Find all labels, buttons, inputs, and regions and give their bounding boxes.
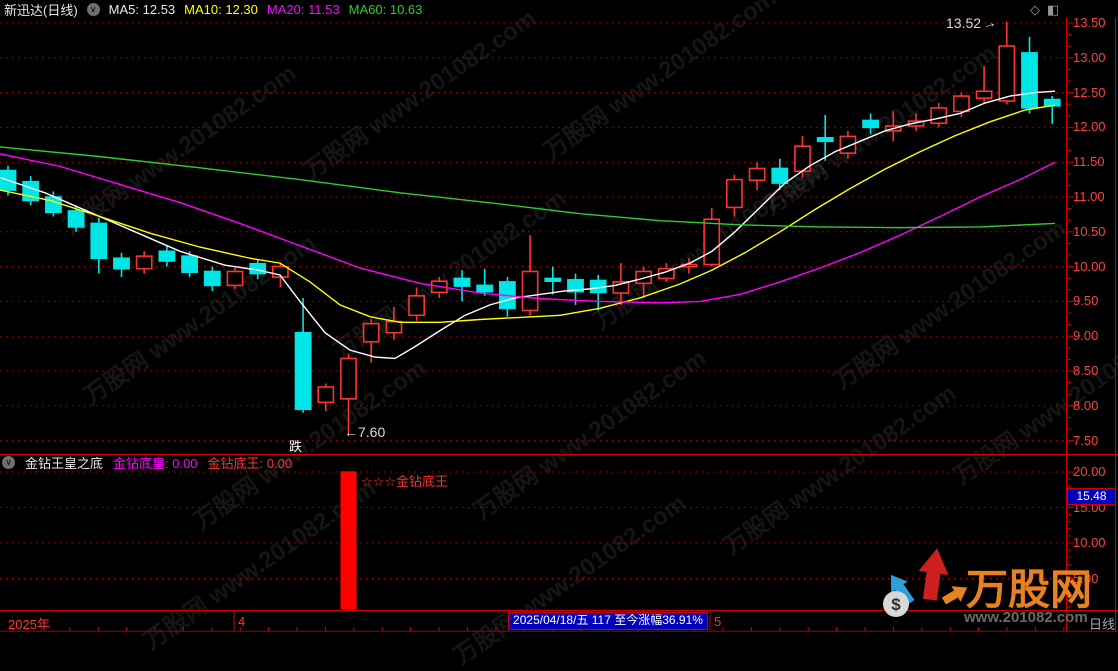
indicator-title: 金钻王皇之底 bbox=[25, 456, 104, 471]
ma10-line bbox=[0, 104, 1056, 323]
candle-body bbox=[362, 322, 380, 343]
candle-body bbox=[408, 295, 425, 317]
chart-corner-tools: ◇ ◧ bbox=[1030, 2, 1059, 18]
ma20-label: MA20: 11.53 bbox=[266, 1, 340, 17]
chevron-down-icon[interactable]: ∨ bbox=[2, 456, 15, 469]
fall-marker: 跌 bbox=[289, 439, 303, 454]
candle-body bbox=[703, 218, 721, 266]
candle-body bbox=[271, 265, 289, 278]
candle-body bbox=[453, 277, 471, 287]
dollar-sign: $ bbox=[891, 595, 901, 614]
wangu-site-logo: $ 万股网 www.201082.com bbox=[883, 548, 1092, 626]
candle-body bbox=[975, 90, 993, 99]
month-label-april: 4 bbox=[238, 614, 246, 629]
logo-url: www.201082.com bbox=[963, 609, 1088, 626]
ma20-line bbox=[0, 153, 1056, 304]
candle-body bbox=[612, 281, 630, 294]
high-price-annotation: 13.52→ bbox=[946, 13, 998, 33]
candle-body bbox=[203, 270, 221, 287]
main-chart-header: 新迅达(日线) ∨ MA5: 12.53 MA10: 12.30 MA20: 1… bbox=[0, 0, 1118, 18]
ma60-label: MA60: 10.63 bbox=[348, 1, 423, 17]
candle-body bbox=[158, 250, 176, 262]
candle-body bbox=[294, 331, 312, 411]
candle-body bbox=[113, 257, 130, 270]
candle-body bbox=[567, 279, 584, 293]
low-price-annotation: ←7.60 bbox=[344, 424, 385, 440]
candle-body bbox=[816, 137, 834, 143]
period-label[interactable]: 日线 bbox=[1089, 617, 1116, 632]
signal-bar bbox=[340, 471, 357, 609]
ma60-line bbox=[0, 146, 1056, 229]
status-bar: 2025年 4 2025/04/18/五 117 至今涨幅36.91% 5 日线 bbox=[0, 611, 1118, 632]
date-info-box: 2025/04/18/五 117 至今涨幅36.91% bbox=[508, 612, 708, 630]
candle-body bbox=[930, 107, 948, 125]
candle-body bbox=[67, 210, 85, 228]
indicator-value-marker: 15.48 bbox=[1067, 488, 1116, 505]
month-label-may: 5 bbox=[714, 614, 722, 629]
indicator1-label: 金钻底皇: 0.00 bbox=[113, 456, 198, 471]
logo-name: 万股网 bbox=[966, 566, 1092, 613]
candle-body bbox=[226, 270, 244, 287]
candle-body bbox=[998, 45, 1016, 102]
money-bag-icon bbox=[883, 591, 909, 617]
candle-body bbox=[181, 255, 198, 273]
candle-body bbox=[862, 119, 879, 129]
candle-body bbox=[635, 270, 652, 285]
candlestick-chart-canvas[interactable] bbox=[0, 0, 1118, 632]
candle-body bbox=[385, 320, 403, 334]
candle-body bbox=[907, 120, 925, 127]
candle-body bbox=[476, 284, 494, 293]
ma5-label: MA5: 12.53 bbox=[108, 1, 176, 17]
arrow-left-icon: ← bbox=[344, 424, 358, 440]
candle-body bbox=[1021, 52, 1038, 109]
high-price-value: 13.52 bbox=[946, 15, 982, 31]
signal-label: ☆☆☆金钻底王 bbox=[361, 474, 448, 489]
indicator-panel-header: ∨ 金钻王皇之底 金钻底皇: 0.00 金钻底王: 0.00 bbox=[0, 455, 293, 471]
candle-body bbox=[544, 277, 562, 283]
diamond-icon[interactable]: ◇ bbox=[1030, 2, 1040, 17]
candle-body bbox=[521, 270, 539, 312]
candle-body bbox=[317, 386, 335, 404]
symbol-title: 新迅达(日线) bbox=[4, 2, 78, 18]
ma10-label: MA10: 12.30 bbox=[184, 1, 258, 17]
candle-body bbox=[340, 357, 357, 400]
chevron-down-icon[interactable]: ∨ bbox=[86, 2, 100, 16]
candle-body bbox=[90, 222, 108, 260]
indicator2-label: 金钻底王: 0.00 bbox=[207, 456, 293, 471]
low-price-value: 7.60 bbox=[358, 424, 386, 440]
year-label: 2025年 bbox=[8, 617, 50, 632]
ma5-line bbox=[0, 90, 1056, 360]
candle-body bbox=[748, 167, 766, 182]
candle-body bbox=[952, 95, 970, 113]
candle-body bbox=[725, 178, 743, 209]
candle-body bbox=[839, 135, 857, 154]
candle-body bbox=[135, 255, 153, 270]
candle-body bbox=[771, 167, 789, 184]
split-panel-icon[interactable]: ◧ bbox=[1047, 2, 1060, 17]
